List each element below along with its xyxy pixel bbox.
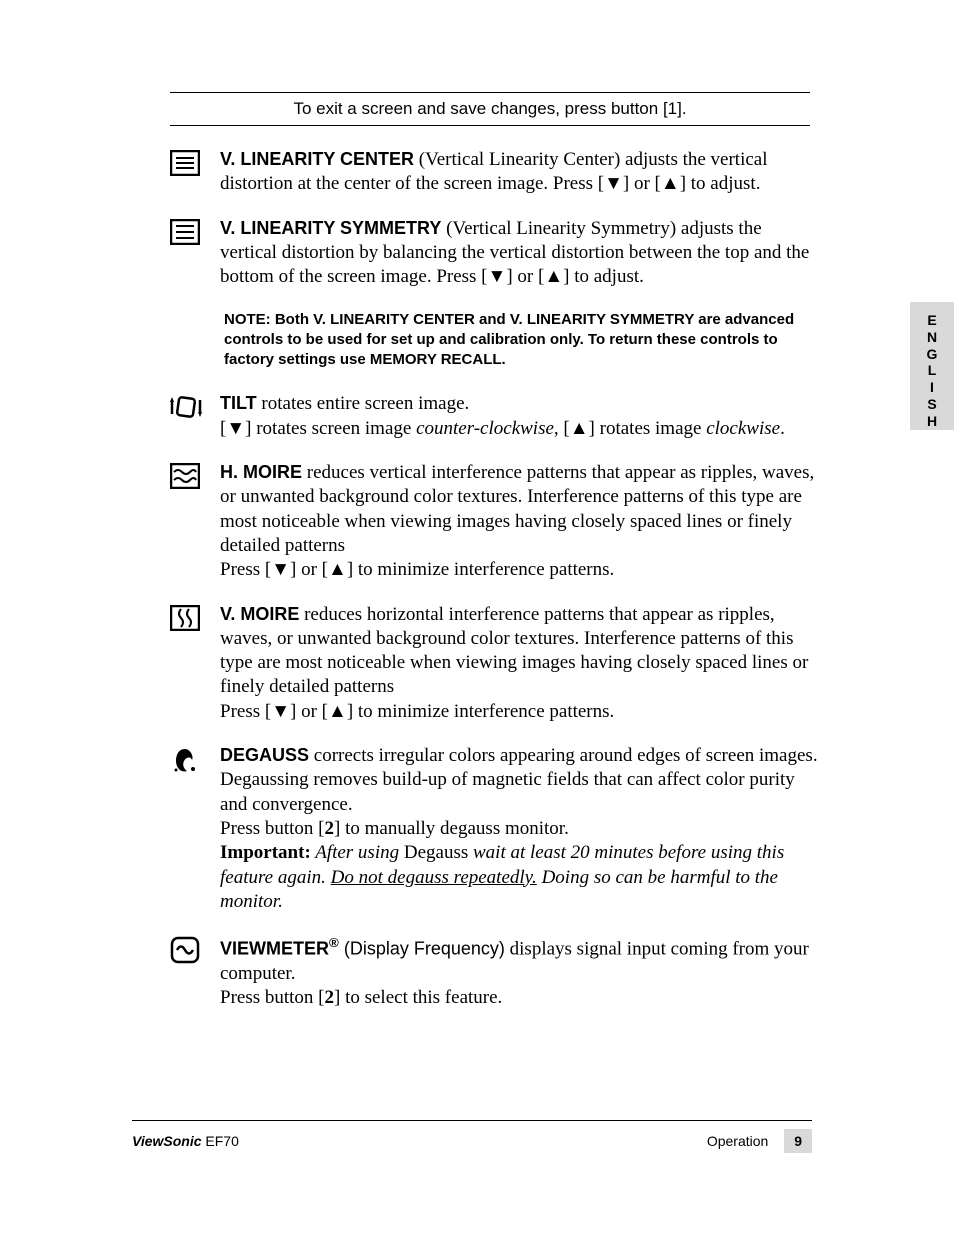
entry-desc: ] or [ [290, 701, 328, 722]
entry-text: DEGAUSS corrects irregular colors appear… [220, 744, 832, 914]
entry-desc: reduces horizontal interference patterns… [220, 604, 808, 698]
entry-h-moire: H. MOIRE reduces vertical interference p… [132, 461, 832, 583]
viewmeter-icon [132, 934, 220, 1010]
entry-tilt: TILT rotates entire screen image. [▼] ro… [132, 392, 832, 441]
entry-underline: Do not degauss repeatedly. [331, 867, 537, 888]
entry-italic: counter-clockwise [416, 418, 554, 439]
button-number: 2 [325, 818, 335, 839]
entry-title: V. MOIRE [220, 604, 299, 624]
language-tab: E N G L I S H [910, 302, 954, 430]
entry-desc: , [ [554, 418, 570, 439]
entry-desc: ] to adjust. [680, 173, 761, 194]
entry-desc: Press [ [220, 701, 271, 722]
important-label: Important: [220, 842, 311, 863]
up-triangle-icon: ▲ [570, 418, 589, 439]
linearity-symmetry-icon [132, 217, 220, 290]
lang-letter: I [910, 379, 954, 396]
entry-title: TILT [220, 393, 257, 413]
linearity-center-icon [132, 148, 220, 197]
down-triangle-icon: ▼ [488, 266, 507, 287]
down-triangle-icon: ▼ [226, 418, 245, 439]
entry-desc: ] rotates screen image [245, 418, 416, 439]
entry-desc: ] to select this feature. [334, 987, 502, 1008]
entry-italic: clockwise [706, 418, 780, 439]
footer-page-number: 9 [784, 1129, 812, 1153]
down-triangle-icon: ▼ [604, 173, 623, 194]
footer-brand: ViewSonic [132, 1133, 202, 1149]
down-triangle-icon: ▼ [271, 701, 290, 722]
header-rule-top [170, 92, 810, 93]
up-triangle-icon: ▲ [328, 559, 347, 580]
entry-desc: ] to minimize interference patterns. [347, 559, 614, 580]
entry-text: VIEWMETER® (Display Frequency) displays … [220, 934, 832, 1010]
entry-text: V. LINEARITY SYMMETRY (Vertical Linearit… [220, 217, 832, 290]
entry-desc: ] or [ [506, 266, 544, 287]
entry-desc: ] to manually degauss monitor. [334, 818, 569, 839]
entry-title: VIEWMETER [220, 939, 329, 959]
footer-section: Operation [707, 1133, 768, 1149]
entry-title: V. LINEARITY CENTER [220, 149, 414, 169]
entry-desc: ] to adjust. [563, 266, 644, 287]
page-content: To exit a screen and save changes, press… [132, 92, 832, 1031]
header-instruction: To exit a screen and save changes, press… [170, 99, 810, 119]
lang-letter: S [910, 396, 954, 413]
lang-letter: N [910, 329, 954, 346]
lang-letter: G [910, 346, 954, 363]
up-triangle-icon: ▲ [661, 173, 680, 194]
entry-text: V. LINEARITY CENTER (Vertical Linearity … [220, 148, 832, 197]
lang-letter: H [910, 413, 954, 430]
lang-letter: L [910, 362, 954, 379]
lang-letter: E [910, 312, 954, 329]
entry-desc: Press button [ [220, 987, 325, 1008]
entry-desc: ] to minimize interference patterns. [347, 701, 614, 722]
entry-degauss: DEGAUSS corrects irregular colors appear… [132, 744, 832, 914]
entry-viewmeter: VIEWMETER® (Display Frequency) displays … [132, 934, 832, 1010]
entry-desc: ] or [ [623, 173, 661, 194]
footer-model: EF70 [202, 1133, 239, 1149]
entry-text: V. MOIRE reduces horizontal interference… [220, 603, 832, 725]
entry-paren: (Display Frequency) [339, 939, 505, 959]
up-triangle-icon: ▲ [544, 266, 563, 287]
entry-desc: Degauss [404, 842, 468, 863]
entry-desc: Press button [ [220, 818, 325, 839]
entry-title: V. LINEARITY SYMMETRY [220, 218, 441, 238]
entry-desc: ] or [ [290, 559, 328, 580]
entry-text: H. MOIRE reduces vertical interference p… [220, 461, 832, 583]
down-triangle-icon: ▼ [271, 559, 290, 580]
entry-text: TILT rotates entire screen image. [▼] ro… [220, 392, 832, 441]
entry-desc: reduces vertical interference patterns t… [220, 462, 814, 556]
entry-v-linearity-center: V. LINEARITY CENTER (Vertical Linearity … [132, 148, 832, 197]
entry-desc: Press [ [220, 559, 271, 580]
entry-v-linearity-symmetry: V. LINEARITY SYMMETRY (Vertical Linearit… [132, 217, 832, 290]
registered-mark: ® [329, 935, 339, 950]
entry-desc: rotates entire screen image. [257, 393, 470, 414]
footer-right: Operation 9 [707, 1129, 812, 1153]
entry-desc: corrects irregular colors appearing arou… [220, 745, 818, 815]
footer-left: ViewSonic EF70 [132, 1133, 239, 1149]
entry-italic: After using [311, 842, 404, 863]
v-moire-icon [132, 603, 220, 725]
header-rule-bottom [170, 125, 810, 126]
button-number: 2 [325, 987, 335, 1008]
tilt-icon [132, 392, 220, 441]
page-footer: ViewSonic EF70 Operation 9 [132, 1120, 812, 1153]
entry-desc: ] rotates image [589, 418, 707, 439]
entry-v-moire: V. MOIRE reduces horizontal interference… [132, 603, 832, 725]
entry-title: DEGAUSS [220, 745, 309, 765]
note-text: NOTE: Both V. LINEARITY CENTER and V. LI… [224, 310, 812, 371]
h-moire-icon [132, 461, 220, 583]
up-triangle-icon: ▲ [328, 701, 347, 722]
entry-title: H. MOIRE [220, 462, 302, 482]
entry-desc: . [780, 418, 785, 439]
degauss-icon [132, 744, 220, 914]
